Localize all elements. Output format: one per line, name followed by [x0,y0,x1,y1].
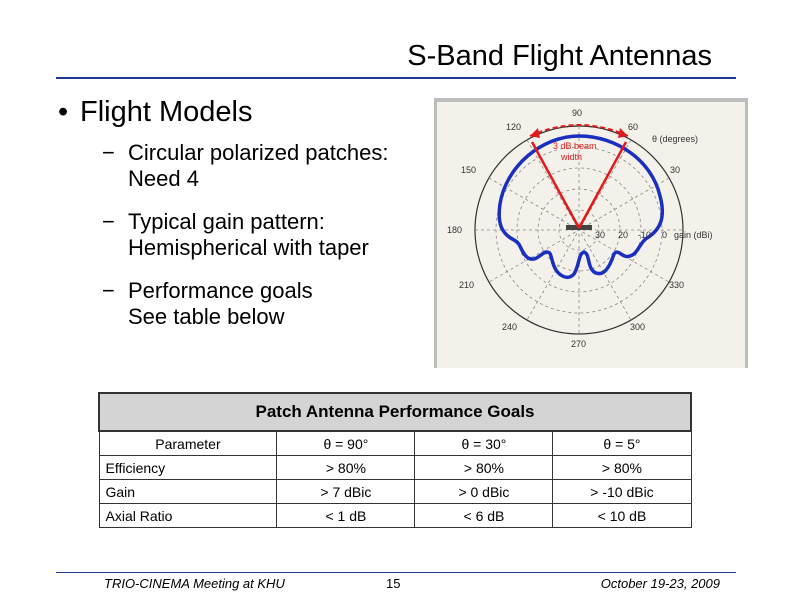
dash-icon: − [102,278,115,303]
beam-edge-right [577,141,628,229]
gain-tick: 20 [618,230,628,240]
row-label: Efficiency [98,455,278,480]
subbullet-1: − Circular polarized patches: Need 4 [102,140,388,192]
table-caption: Patch Antenna Performance Goals [98,392,692,432]
gain-ticks: 30 20 -10 0 gain (dBi) [595,230,713,240]
figure-background [442,106,736,362]
angle-label-60: 60 [628,122,638,132]
footer-divider [56,572,736,573]
header-theta-5: θ = 5° [552,430,692,456]
performance-goals-table: Patch Antenna Performance Goals Paramete… [98,392,692,528]
angle-label-90: 90 [572,108,582,118]
angle-labels: 90 60 120 30 150 180 210 330 240 300 270… [447,108,698,349]
cell: < 10 dB [552,503,692,528]
bullet-flight-models: • Flight Models [58,96,252,129]
footer-page-number: 15 [386,576,401,591]
subbullet-1-line1: Circular polarized patches: [128,140,389,165]
beam-width-arc [529,124,629,137]
row-label: Axial Ratio [98,503,278,528]
gain-tick: 30 [595,230,605,240]
cell: > 80% [276,455,416,480]
gain-axis-label: gain (dBi) [674,230,713,240]
subbullet-3-line2: See table below [128,304,285,329]
angle-label-240: 240 [502,322,517,332]
bullet-text: Flight Models [80,96,253,128]
cell: > 0 dBic [414,479,554,504]
beam-width-label: 3 dB beam width [553,141,597,162]
table-header-row: Parameter θ = 90° θ = 30° θ = 5° [98,430,692,456]
theta-axis-label: θ (degrees) [652,134,698,144]
footer-date: October 19-23, 2009 [600,576,720,591]
gain-pattern-curve [497,134,665,279]
header-theta-90: θ = 90° [276,430,416,456]
slide-title: S-Band Flight Antennas [407,40,712,72]
cell: > 7 dBic [276,479,416,504]
subbullet-3: − Performance goals See table below [102,278,313,330]
beam-arrow-right-icon [618,128,628,138]
subbullet-3-line1: Performance goals [128,278,313,303]
beam-label-line2: width [560,152,582,162]
table-row: Gain > 7 dBic > 0 dBic > -10 dBic [98,479,692,504]
cell: > 80% [552,455,692,480]
bullet-dot-icon: • [58,96,69,128]
beam-label-line1: 3 dB beam [553,141,597,151]
angle-label-330: 330 [669,280,684,290]
row-label: Gain [98,479,278,504]
angle-label-120: 120 [506,122,521,132]
beam-arrow-left-icon [530,128,540,138]
gain-tick: 0 [662,230,667,240]
polar-gain-pattern-figure: 90 60 120 30 150 180 210 330 240 300 270… [442,106,736,362]
dash-icon: − [102,209,115,234]
footer-meeting: TRIO-CINEMA Meeting at KHU [104,576,285,591]
table-row: Axial Ratio < 1 dB < 6 dB < 10 dB [98,503,692,528]
angle-label-180: 180 [447,225,462,235]
subbullet-2-line2: Hemispherical with taper [128,235,369,260]
angle-label-270: 270 [571,339,586,349]
header-parameter: Parameter [98,430,278,456]
angle-label-150: 150 [461,165,476,175]
table-row: Efficiency > 80% > 80% > 80% [98,455,692,480]
subbullet-1-line2: Need 4 [128,166,199,191]
cell: > -10 dBic [552,479,692,504]
cell: < 6 dB [414,503,554,528]
subbullet-2-line1: Typical gain pattern: [128,209,325,234]
title-divider [56,77,736,79]
gain-tick: -10 [638,230,651,240]
subbullet-2: − Typical gain pattern: Hemispherical wit… [102,209,369,261]
beam-edge-left [530,141,581,229]
angle-label-300: 300 [630,322,645,332]
header-theta-30: θ = 30° [414,430,554,456]
angle-label-210: 210 [459,280,474,290]
angle-label-30: 30 [670,165,680,175]
dash-icon: − [102,140,115,165]
cell: > 80% [414,455,554,480]
cell: < 1 dB [276,503,416,528]
